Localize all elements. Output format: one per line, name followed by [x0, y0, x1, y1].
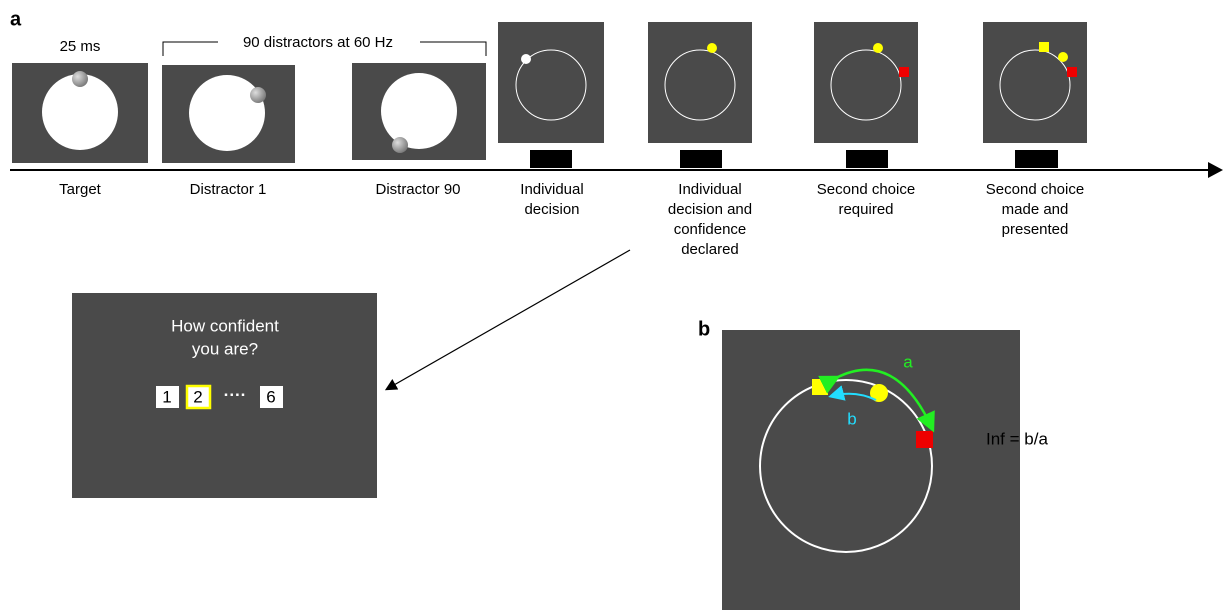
step-label: confidence: [674, 221, 747, 238]
step-label: declared: [681, 241, 739, 258]
zoom-arrow: [384, 249, 631, 391]
second-choice: [812, 379, 828, 395]
scale-box: [260, 386, 283, 408]
scale-box: [185, 384, 212, 410]
scale-item: 6: [266, 387, 275, 406]
distractor-note: 90 distractors at 60 Hz: [243, 34, 393, 51]
step-label: decision and: [668, 201, 752, 218]
arc-b-label: b: [847, 409, 856, 428]
step-label: presented: [1002, 221, 1069, 238]
step-label: Individual: [520, 181, 583, 198]
step-label: Second choice: [817, 181, 915, 198]
scale-item: ····: [224, 385, 247, 404]
question: you are?: [192, 339, 258, 358]
bracket: [162, 41, 487, 56]
step-label: Second choice: [986, 181, 1084, 198]
panel-b-screen: [722, 330, 1020, 610]
formula: Inf = b/a: [986, 429, 1048, 448]
step-label: Distractor 90: [375, 181, 460, 198]
scale-item: 1: [162, 387, 171, 406]
confidence-screen: [72, 293, 377, 498]
scale-box: [156, 386, 179, 408]
step-label: Distractor 1: [190, 181, 267, 198]
step-label: decision: [524, 201, 579, 218]
step-label: required: [838, 201, 893, 218]
arc-b: [828, 385, 877, 401]
timeline-head: [1208, 162, 1223, 178]
arc-a: [818, 368, 935, 433]
arc-a-label: a: [903, 352, 913, 371]
panel-label: b: [698, 318, 710, 340]
duration: 25 ms: [60, 38, 101, 55]
partner-choice: [916, 431, 933, 448]
scale-item: 2: [193, 387, 202, 406]
panel-label: a: [10, 8, 22, 30]
question: How confident: [171, 316, 279, 335]
screens: [12, 22, 1087, 168]
step-label: Individual: [678, 181, 741, 198]
step-labels: Target Distractor 1 Distractor 90 Individua…: [59, 181, 1084, 258]
step-label: Target: [59, 181, 102, 198]
step-label: made and: [1002, 201, 1069, 218]
